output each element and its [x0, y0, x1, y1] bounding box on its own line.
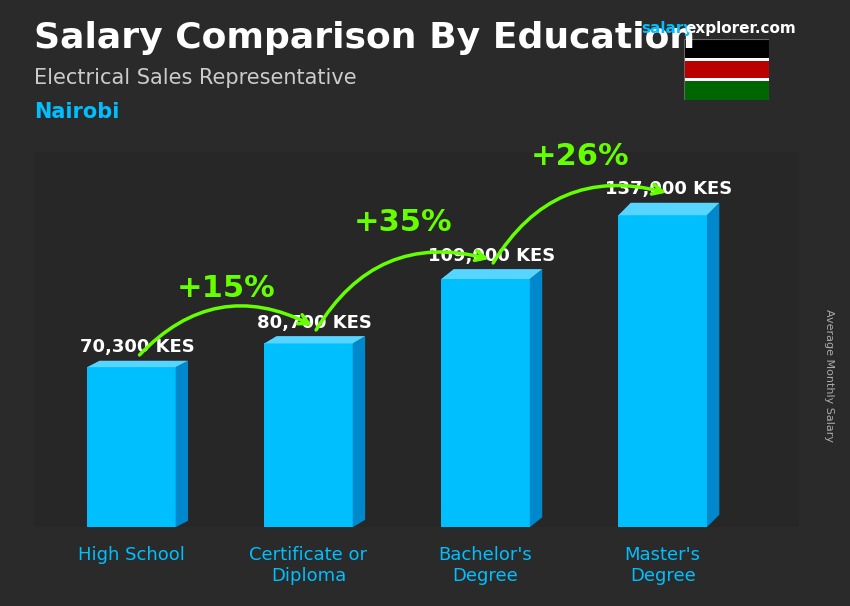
Bar — [684, 78, 769, 81]
Polygon shape — [88, 361, 188, 367]
Text: +35%: +35% — [354, 208, 452, 238]
Polygon shape — [176, 361, 188, 527]
Polygon shape — [618, 203, 719, 215]
Polygon shape — [441, 269, 542, 279]
Text: Average Monthly Salary: Average Monthly Salary — [824, 309, 834, 442]
Bar — [88, 367, 176, 527]
Text: Electrical Sales Representative: Electrical Sales Representative — [34, 68, 357, 88]
Bar — [684, 39, 769, 59]
Bar — [684, 80, 769, 100]
Bar — [684, 59, 769, 80]
Text: +26%: +26% — [531, 142, 630, 171]
Text: 137,000 KES: 137,000 KES — [605, 180, 733, 198]
Text: Nairobi: Nairobi — [34, 102, 119, 122]
Bar — [684, 58, 769, 61]
Text: salary: salary — [642, 21, 694, 36]
Bar — [618, 215, 707, 527]
Bar — [264, 344, 353, 527]
Polygon shape — [530, 269, 542, 527]
Polygon shape — [264, 336, 366, 344]
Text: explorer.com: explorer.com — [685, 21, 796, 36]
Text: +15%: +15% — [177, 274, 275, 303]
Text: 70,300 KES: 70,300 KES — [80, 338, 195, 356]
Polygon shape — [353, 336, 366, 527]
Text: 80,700 KES: 80,700 KES — [258, 313, 372, 331]
Text: 109,000 KES: 109,000 KES — [428, 247, 555, 265]
Text: Salary Comparison By Education: Salary Comparison By Education — [34, 21, 695, 55]
Bar — [441, 279, 530, 527]
Polygon shape — [707, 203, 719, 527]
